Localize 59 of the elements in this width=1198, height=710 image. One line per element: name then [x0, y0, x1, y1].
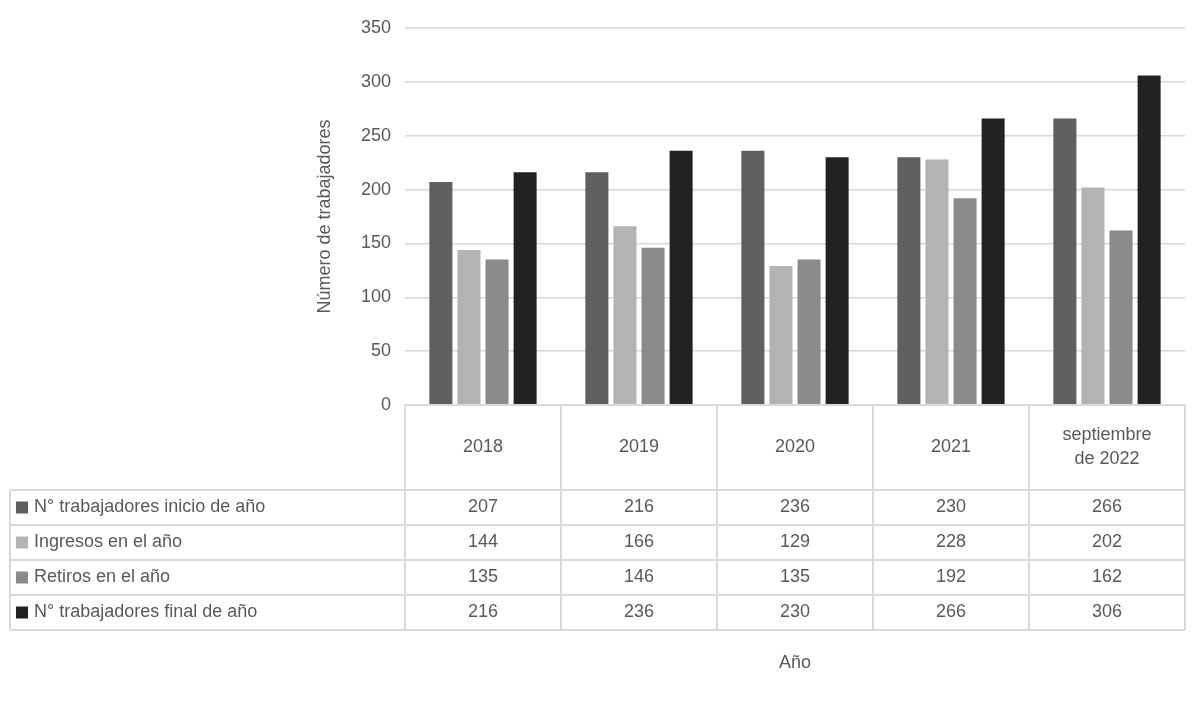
x-tick-label: septiembre de 2022 — [1062, 424, 1152, 469]
x-tick-label: 2021 — [930, 436, 972, 457]
bar — [513, 172, 537, 405]
y-tick-label: 300 — [360, 70, 391, 91]
data-label: 146 — [623, 566, 655, 587]
data-label: 266 — [1091, 496, 1123, 517]
bar — [769, 266, 793, 405]
bar — [669, 150, 693, 405]
data-label: 216 — [623, 496, 655, 517]
legend-label: Ingresos en el año — [34, 531, 183, 552]
data-label: 129 — [779, 531, 811, 552]
bar — [953, 198, 977, 405]
data-label: 236 — [779, 496, 811, 517]
y-tick-label: 150 — [360, 232, 391, 253]
data-label: 162 — [1091, 566, 1123, 587]
data-label: 230 — [779, 601, 811, 622]
bar — [925, 159, 949, 405]
y-tick-label: 250 — [360, 124, 391, 145]
data-label: 144 — [467, 531, 499, 552]
data-label: 230 — [935, 496, 967, 517]
y-tick-label: 0 — [380, 393, 391, 414]
data-label: 202 — [1091, 531, 1123, 552]
bar — [613, 226, 637, 405]
bar — [1109, 230, 1133, 405]
legend-label: N° trabajadores final de año — [34, 601, 258, 622]
bar — [825, 157, 849, 405]
text: Año — [778, 651, 812, 672]
x-tick-label: 2019 — [618, 436, 660, 457]
data-label: 228 — [935, 531, 967, 552]
y-tick-label: 200 — [360, 178, 391, 199]
bar — [1081, 187, 1105, 405]
bar — [585, 172, 609, 405]
bar — [485, 259, 509, 405]
x-tick-label: 2018 — [462, 436, 504, 457]
bar — [641, 247, 665, 405]
y-axis-title: Número de trabajadores — [313, 119, 334, 314]
y-tick-label: 350 — [360, 16, 391, 37]
data-label: 192 — [935, 566, 967, 587]
data-label: 266 — [935, 601, 967, 622]
bar — [797, 259, 821, 405]
bar — [1137, 75, 1161, 405]
bar — [1053, 118, 1077, 405]
bar — [429, 182, 453, 405]
y-tick-label: 50 — [370, 340, 391, 361]
x-tick-label: 2020 — [774, 436, 816, 457]
data-label: 135 — [467, 566, 499, 587]
bar — [897, 157, 921, 405]
legend-label: Retiros en el año — [34, 566, 171, 587]
data-label: 236 — [623, 601, 655, 622]
data-label: 306 — [1091, 601, 1123, 622]
data-label: 216 — [467, 601, 499, 622]
bar — [981, 118, 1005, 405]
data-label: 135 — [779, 566, 811, 587]
bar — [457, 249, 481, 405]
legend-label: N° trabajadores inicio de año — [34, 496, 266, 517]
y-tick-label: 100 — [360, 286, 391, 307]
bar — [741, 150, 765, 405]
data-label: 166 — [623, 531, 655, 552]
data-label: 207 — [467, 496, 499, 517]
